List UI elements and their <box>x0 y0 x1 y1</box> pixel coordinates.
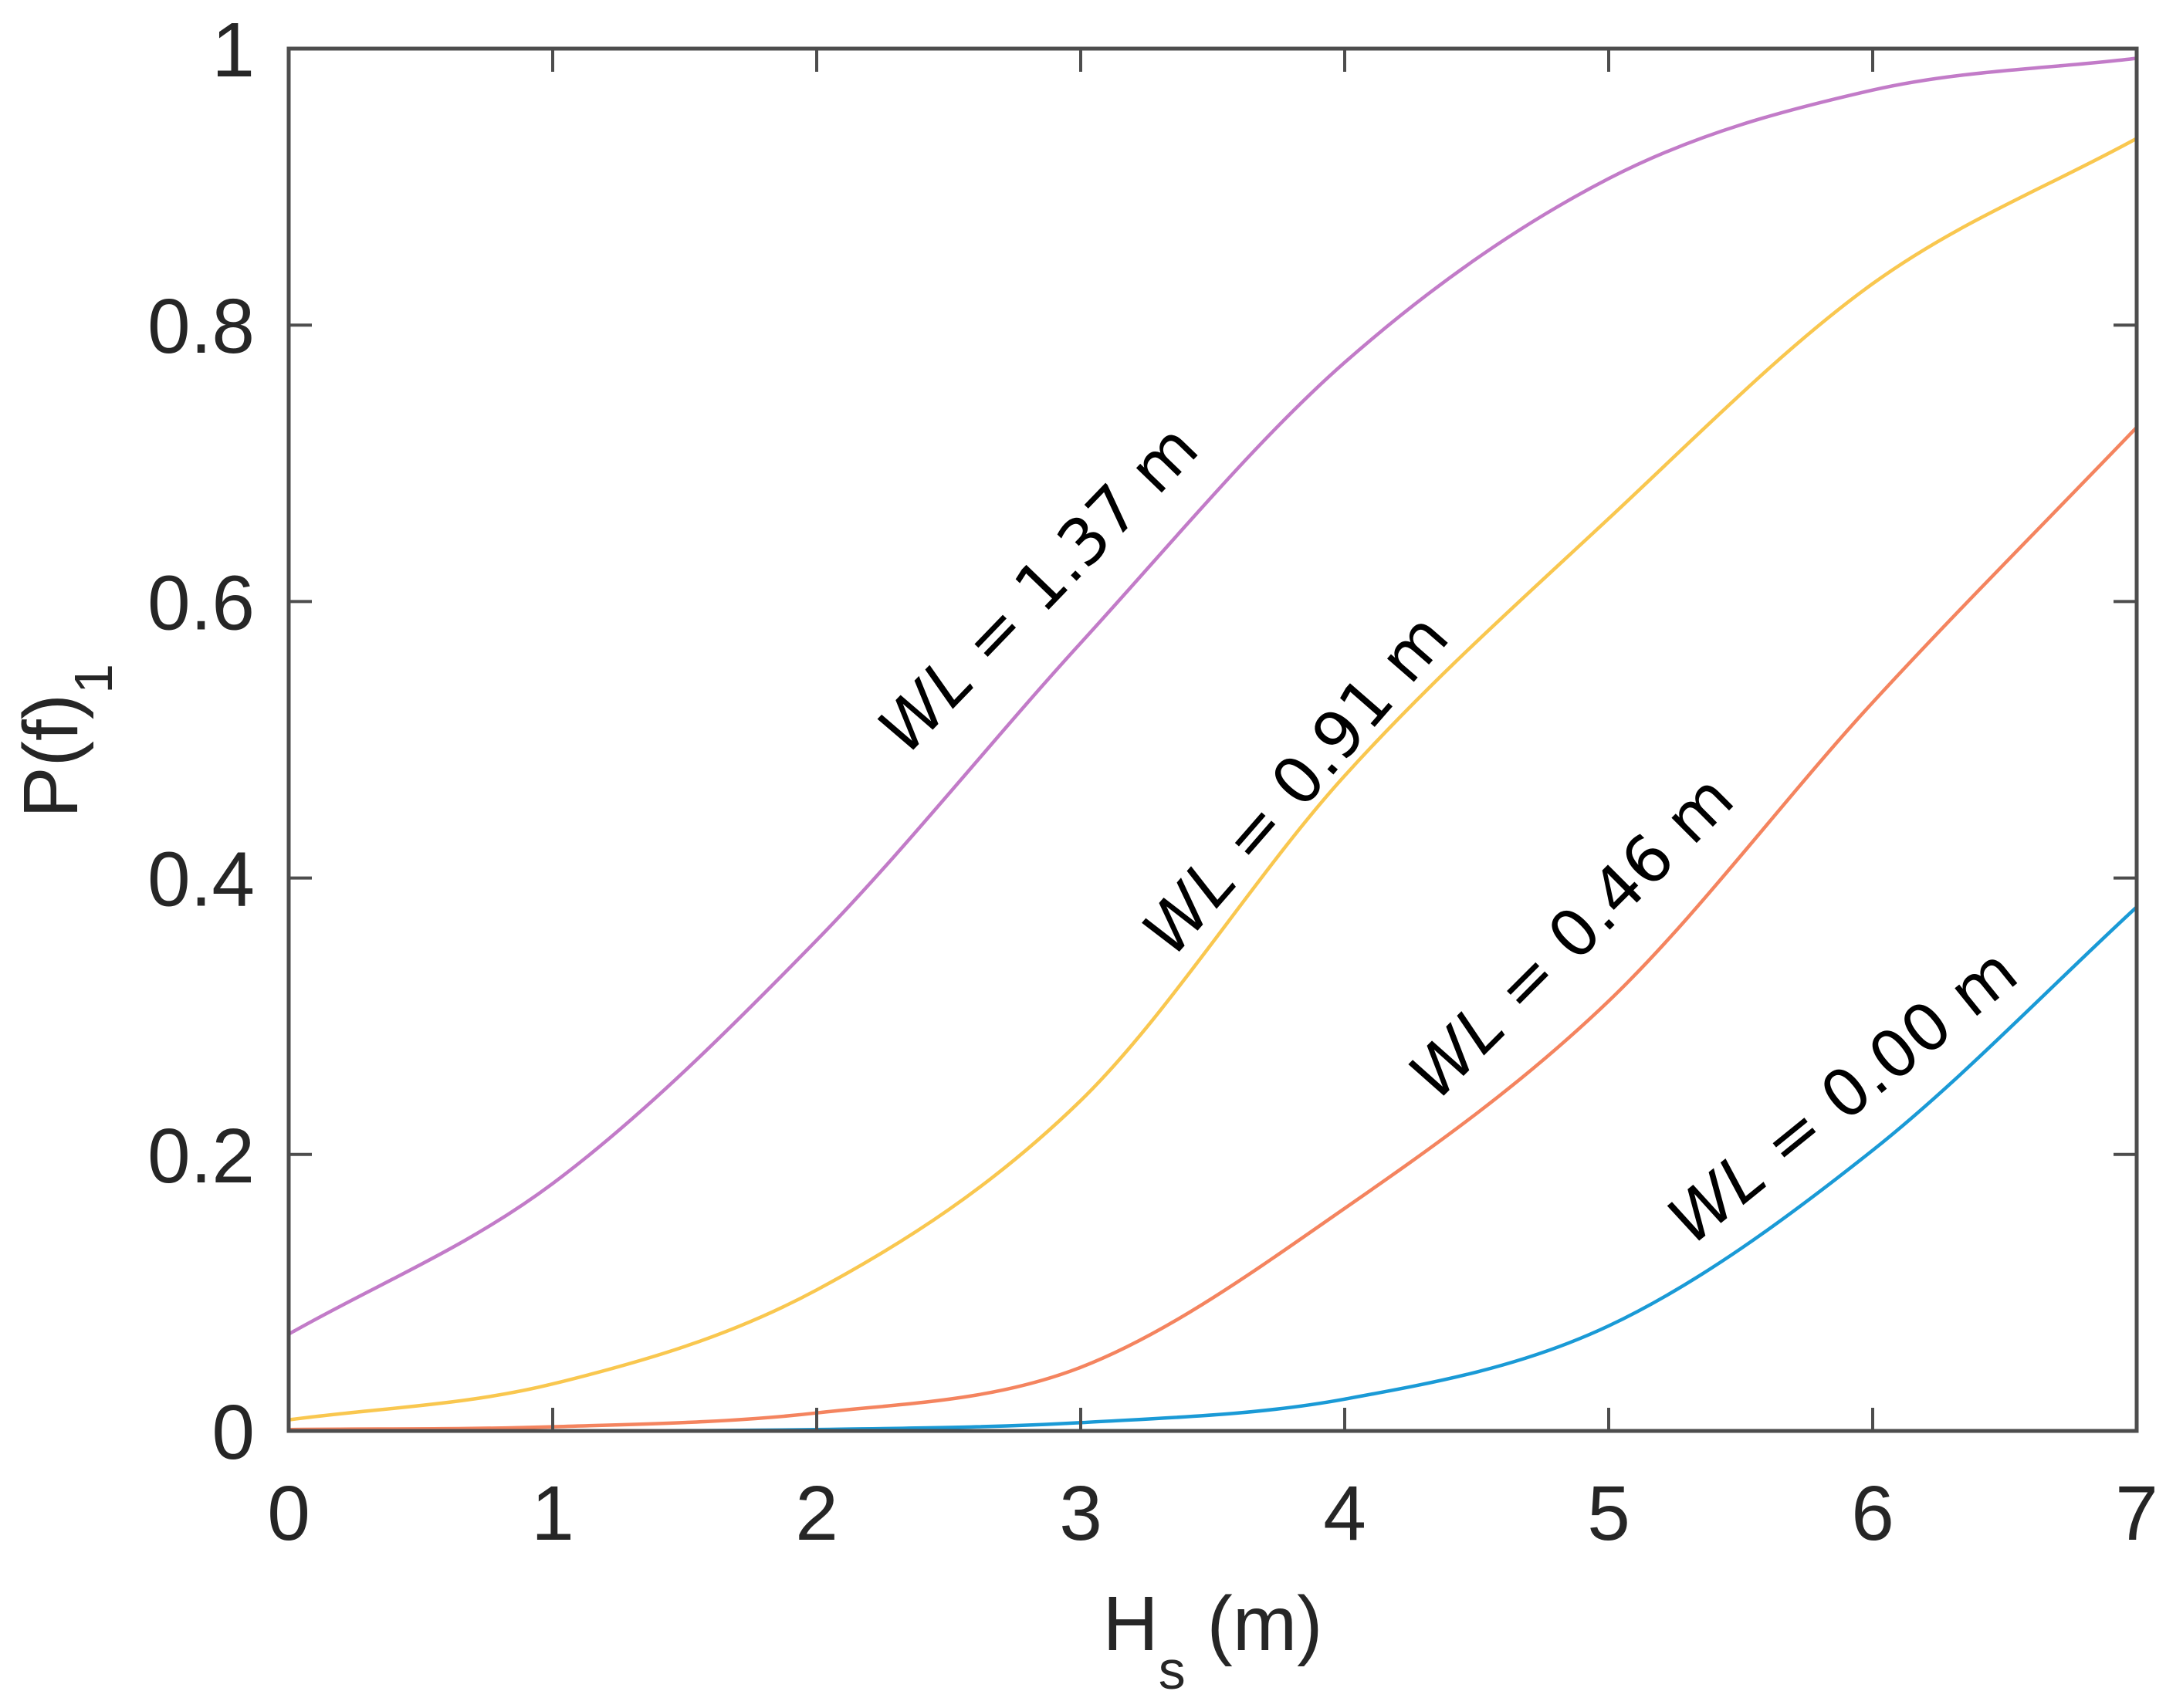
curve-label: WL = 1.37 m <box>864 410 1213 767</box>
y-tick-label: 0.8 <box>147 283 255 370</box>
y-tick-label: 0.4 <box>147 837 255 923</box>
x-tick-label: 7 <box>2115 1470 2158 1557</box>
x-tick-label: 2 <box>795 1470 838 1557</box>
y-tick-label: 0.2 <box>147 1113 255 1199</box>
y-axis-label: P(f)1 <box>8 664 124 818</box>
curve-label: WL = 0.46 m <box>1395 760 1748 1114</box>
x-tick-label: 6 <box>1851 1470 1894 1557</box>
series-wl-0-91 <box>288 137 2138 1422</box>
x-tick-label: 3 <box>1059 1470 1102 1557</box>
y-axis-ticks: 0 0.2 0.4 0.6 0.8 1 <box>147 7 2137 1476</box>
x-tick-label: 5 <box>1587 1470 1630 1557</box>
curve-label: WL = 0.00 m <box>1654 933 2031 1259</box>
x-tick-label: 4 <box>1323 1470 1366 1557</box>
curves <box>287 56 2138 1433</box>
curve-labels: WL = 1.37 mWL = 0.91 mWL = 0.46 mWL = 0.… <box>864 410 2032 1259</box>
series-wl-1-37 <box>287 56 2137 1336</box>
x-tick-label: 1 <box>531 1470 574 1557</box>
x-tick-label: 0 <box>267 1470 310 1557</box>
y-tick-label: 0.6 <box>147 560 255 646</box>
curve-label: WL = 0.91 m <box>1128 599 1463 969</box>
plot-frame <box>286 46 2139 1433</box>
series-wl-0-46 <box>288 426 2138 1432</box>
y-tick-label: 0 <box>212 1389 255 1476</box>
y-tick-label: 1 <box>212 7 255 93</box>
series-wl-0-00 <box>289 905 2138 1433</box>
x-axis-ticks: 0 1 2 3 4 5 6 7 <box>267 49 2158 1557</box>
x-axis-label: Hs (m) <box>1103 1581 1323 1700</box>
